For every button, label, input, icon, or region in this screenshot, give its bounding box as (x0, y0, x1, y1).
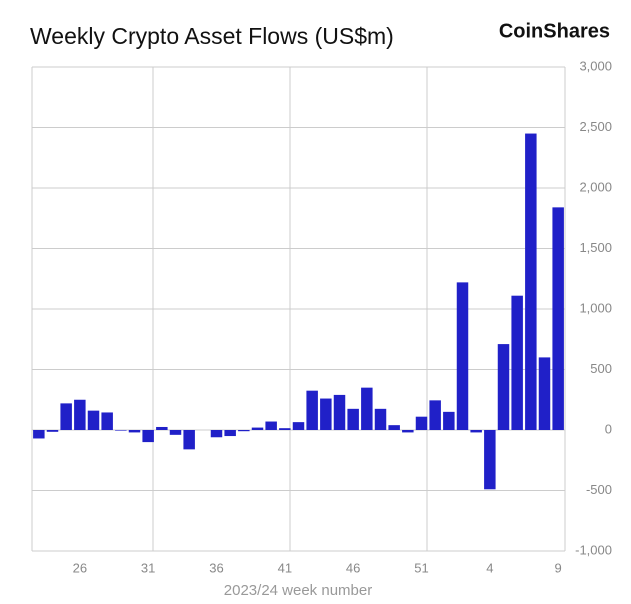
bar (33, 430, 45, 439)
bar (538, 357, 551, 430)
bar (402, 430, 414, 433)
bar (115, 430, 127, 431)
bar (361, 387, 373, 430)
x-tick-label: 41 (278, 560, 292, 575)
chart-title: Weekly Crypto Asset Flows (US$m) (30, 23, 394, 49)
y-tick-label: -500 (586, 482, 612, 497)
bar (210, 430, 223, 438)
bar (306, 390, 318, 430)
x-tick-label: 9 (555, 560, 562, 575)
bar (60, 403, 72, 430)
bar (87, 410, 100, 430)
bar (525, 133, 537, 431)
y-tick-label: 1,000 (579, 300, 612, 315)
x-tick-label: 46 (346, 560, 360, 575)
bar (320, 398, 332, 430)
bar (101, 412, 113, 430)
bar (74, 399, 86, 430)
x-tick-label: 36 (209, 560, 223, 575)
bar (443, 411, 455, 430)
bar (415, 416, 428, 430)
bar (251, 427, 264, 430)
x-axis-label: 2023/24 week number (224, 582, 372, 599)
x-tick-label: 26 (73, 560, 87, 575)
y-tick-label: -1,000 (575, 542, 612, 557)
x-tick-label: 51 (414, 560, 428, 575)
bar (388, 425, 400, 430)
bar (511, 295, 523, 430)
brand: CoinShares (499, 20, 610, 42)
y-tick-label: 1,500 (579, 240, 612, 255)
bar (497, 344, 510, 430)
bar (279, 428, 291, 430)
bar (169, 430, 182, 435)
bar (128, 430, 141, 433)
y-tick-label: 2,500 (579, 119, 612, 134)
y-tick-label: 500 (590, 361, 612, 376)
bar (183, 430, 195, 450)
bar (238, 430, 250, 432)
bar (484, 430, 496, 490)
x-tick-label: 4 (486, 560, 493, 575)
bar (429, 400, 441, 430)
bar (333, 394, 346, 430)
y-tick-label: 3,000 (579, 58, 612, 73)
bar (347, 408, 359, 430)
bar (552, 207, 564, 430)
y-tick-label: 0 (605, 421, 612, 436)
bar (456, 282, 469, 430)
bar (292, 422, 305, 430)
bar (470, 430, 482, 433)
bar (265, 421, 277, 430)
y-tick-label: 2,000 (579, 179, 612, 194)
bar (374, 408, 387, 430)
bar (142, 430, 154, 443)
bar (46, 430, 59, 432)
x-tick-label: 31 (141, 560, 155, 575)
bar (224, 430, 236, 437)
bar (156, 426, 168, 430)
